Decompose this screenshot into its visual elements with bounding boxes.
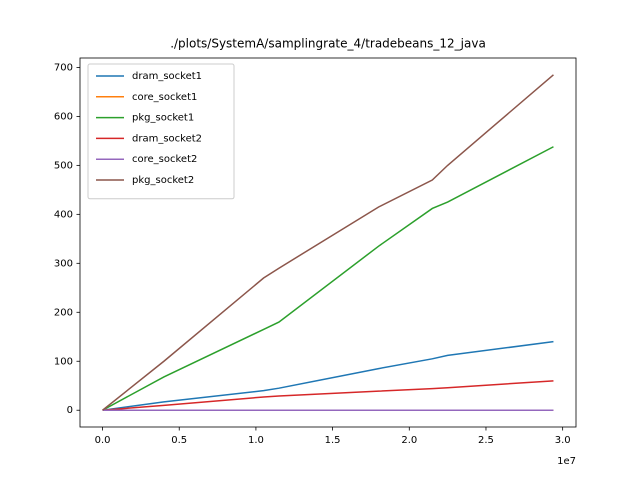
- x-tick-label: 2.5: [478, 435, 494, 446]
- legend-label: core_socket1: [132, 92, 197, 103]
- y-tick-label: 700: [54, 62, 73, 73]
- x-tick-label: 1.5: [325, 435, 341, 446]
- x-tick-label: 3.0: [555, 435, 571, 446]
- x-tick-label: 1.0: [248, 435, 264, 446]
- y-tick-label: 100: [54, 356, 73, 367]
- y-tick-label: 600: [54, 111, 73, 122]
- x-tick-label: 0.5: [171, 435, 187, 446]
- legend-box: [87, 63, 235, 200]
- y-tick-label: 0: [67, 405, 73, 416]
- y-tick-label: 500: [54, 160, 73, 171]
- series-line: [102, 146, 554, 411]
- legend-label: core_socket2: [132, 154, 197, 165]
- legend-label: dram_socket2: [132, 133, 202, 144]
- y-tick-label: 400: [54, 209, 73, 220]
- y-tick-label: 200: [54, 307, 73, 318]
- chart-title: ./plots/SystemA/samplingrate_4/tradebean…: [170, 37, 486, 51]
- legend-label: pkg_socket1: [132, 113, 194, 124]
- legend-label: pkg_socket2: [132, 175, 194, 186]
- y-tick-label: 300: [54, 258, 73, 269]
- x-tick-label: 0.0: [95, 435, 111, 446]
- axes-frame: [79, 57, 577, 428]
- x-tick-label: 2.0: [401, 435, 417, 446]
- series-line: [102, 380, 554, 411]
- x-offset-label: 1e7: [557, 456, 576, 467]
- series-line: [102, 74, 554, 411]
- legend-label: dram_socket1: [132, 71, 202, 82]
- series-line: [102, 340, 554, 411]
